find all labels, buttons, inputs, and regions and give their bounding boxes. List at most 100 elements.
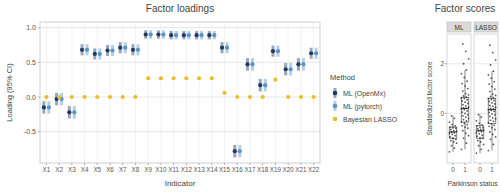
x-tick-label: X17 bbox=[244, 166, 256, 173]
loading-point bbox=[276, 49, 280, 53]
score-point bbox=[493, 108, 495, 110]
x-tick-label: X10 bbox=[155, 166, 167, 173]
error-bar bbox=[315, 48, 318, 59]
loading-point bbox=[70, 95, 74, 99]
score-point bbox=[492, 134, 494, 136]
loading-point bbox=[299, 95, 303, 99]
box bbox=[488, 99, 496, 124]
score-point bbox=[488, 74, 490, 76]
score-point bbox=[462, 130, 464, 132]
median bbox=[476, 130, 484, 131]
score-point bbox=[489, 44, 491, 46]
score-point bbox=[455, 127, 457, 129]
error-bar bbox=[175, 31, 178, 39]
score-point bbox=[488, 122, 490, 124]
score-point bbox=[463, 137, 465, 139]
loading-point bbox=[133, 95, 137, 99]
x-grid-line bbox=[288, 22, 289, 163]
x-grid-line bbox=[148, 22, 149, 163]
score-point bbox=[465, 132, 467, 134]
score-point bbox=[490, 139, 492, 141]
y-tick-label: -0.5 bbox=[24, 128, 36, 135]
score-marks bbox=[449, 43, 470, 153]
error-bar bbox=[86, 44, 89, 55]
x-tick-label: X8 bbox=[132, 166, 140, 173]
x-grid-line bbox=[46, 22, 47, 163]
y-grid-line bbox=[447, 63, 471, 64]
y-grid-line bbox=[40, 97, 320, 98]
score-point bbox=[454, 147, 456, 149]
loading-point bbox=[136, 48, 140, 52]
error-bar bbox=[157, 30, 160, 38]
x-tick-label: X21 bbox=[295, 166, 307, 173]
loading-point bbox=[44, 95, 48, 99]
loading-point bbox=[194, 33, 198, 37]
score-point bbox=[494, 103, 496, 105]
loading-point bbox=[301, 62, 305, 66]
x-tick-label: X18 bbox=[257, 166, 269, 173]
score-point bbox=[467, 114, 469, 116]
score-point bbox=[488, 150, 490, 152]
x-tick-label: 1 bbox=[463, 166, 467, 173]
error-bar bbox=[73, 106, 76, 119]
x-tick-label: X13 bbox=[193, 166, 205, 173]
score-point bbox=[449, 126, 451, 128]
score-point bbox=[461, 83, 463, 85]
plot-frame bbox=[447, 34, 471, 163]
score-point bbox=[454, 117, 456, 119]
score-point bbox=[491, 127, 493, 129]
score-point bbox=[463, 122, 465, 124]
loading-point bbox=[233, 149, 237, 153]
score-point bbox=[476, 152, 478, 154]
x-grid-line bbox=[84, 22, 85, 163]
score-point bbox=[468, 94, 470, 96]
loading-point bbox=[296, 62, 300, 66]
x-tick-label: X11 bbox=[168, 166, 179, 173]
error-bar bbox=[111, 45, 114, 56]
score-point bbox=[455, 139, 457, 141]
score-point bbox=[492, 93, 494, 95]
x-tick-label: X3 bbox=[68, 166, 76, 173]
score-point bbox=[493, 120, 495, 122]
score-point bbox=[494, 129, 496, 131]
score-point bbox=[465, 116, 467, 118]
score-marks bbox=[476, 44, 497, 154]
loading-point bbox=[82, 95, 86, 99]
error-bar bbox=[264, 79, 267, 92]
facet-label: ML bbox=[454, 24, 463, 31]
error-bar bbox=[221, 42, 224, 53]
score-point bbox=[490, 77, 492, 79]
score-point bbox=[461, 100, 463, 102]
score-point bbox=[449, 151, 451, 153]
error-bar bbox=[81, 44, 84, 55]
score-point bbox=[492, 52, 494, 54]
score-point bbox=[456, 142, 458, 144]
score-point bbox=[477, 128, 479, 130]
score-point bbox=[466, 142, 468, 144]
loading-point bbox=[174, 33, 178, 37]
y-tick-label: 0 bbox=[440, 110, 444, 117]
score-point bbox=[449, 136, 451, 138]
error-bar bbox=[106, 45, 109, 56]
x-grid-line bbox=[97, 22, 98, 163]
score-point bbox=[489, 131, 491, 133]
score-point bbox=[489, 91, 491, 93]
score-point bbox=[456, 130, 458, 132]
x-tick-label: X16 bbox=[232, 166, 244, 173]
loading-point bbox=[235, 95, 239, 99]
score-point bbox=[488, 101, 490, 103]
score-point bbox=[465, 50, 467, 52]
score-point bbox=[452, 137, 454, 139]
loading-point bbox=[220, 46, 224, 50]
y-grid-line bbox=[40, 62, 320, 63]
x-grid-line bbox=[186, 22, 187, 163]
score-point bbox=[477, 140, 479, 142]
x-grid-line bbox=[173, 22, 174, 163]
score-point bbox=[490, 96, 492, 98]
legend-key bbox=[333, 117, 338, 122]
score-point bbox=[463, 77, 465, 79]
loading-point bbox=[110, 48, 114, 52]
loading-point bbox=[238, 149, 242, 153]
title: Factor loadings bbox=[146, 3, 214, 14]
x-grid-line bbox=[135, 22, 136, 163]
